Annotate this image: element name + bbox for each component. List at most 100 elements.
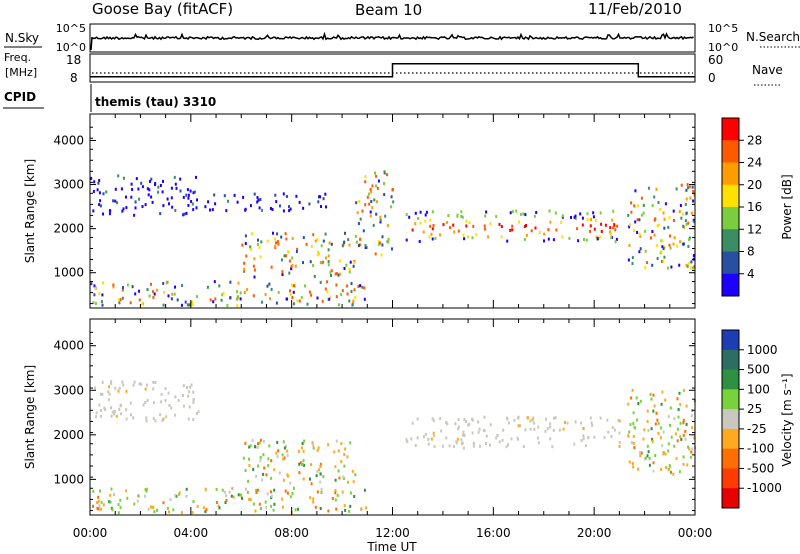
velocity-data-point (617, 419, 620, 422)
power-data-point (525, 224, 527, 227)
nave-tick-top: 60 (708, 53, 723, 67)
time-tick-labels: 00:00 04:00 08:00 12:00 16:00 20:00 00:00 (73, 526, 713, 540)
velocity-data-point (352, 480, 355, 484)
velocity-data-point (657, 431, 660, 435)
velocity-data-point (461, 433, 464, 437)
velocity-data-point (632, 435, 635, 438)
velocity-data-point (618, 440, 621, 444)
velocity-data-point (118, 386, 121, 390)
power-data-point (561, 235, 564, 239)
velocity-data-point (347, 480, 349, 484)
velocity-data-point (684, 437, 687, 441)
velocity-data-point (204, 488, 207, 492)
velocity-data-point (191, 511, 194, 514)
power-data-point (390, 195, 393, 199)
velocity-data-point (660, 402, 663, 406)
power-data-point (639, 247, 642, 251)
velocity-data-point (549, 437, 552, 441)
power-data-point (339, 259, 342, 263)
velocity-data-point (125, 389, 128, 393)
velocity-data-point (637, 402, 640, 405)
power-data-point (372, 223, 375, 227)
velocity-data-point (320, 487, 323, 491)
velocity-data-point (533, 427, 536, 431)
power-data-point (642, 211, 645, 215)
velocity-data-point (192, 400, 195, 404)
velocity-data-point (667, 415, 670, 419)
velocity-data-point (648, 463, 651, 467)
velocity-data-point (685, 422, 688, 426)
velocity-data-point (672, 472, 675, 476)
velocity-data-point (485, 434, 488, 438)
power-data-point (511, 210, 514, 214)
power-data-point (159, 184, 162, 187)
power-data-point (600, 230, 603, 233)
velocity-data-point (239, 493, 242, 497)
power-data-point (568, 236, 571, 240)
velocity-data-point (365, 506, 368, 510)
velocity-data-point (119, 506, 122, 509)
velocity-data-point (627, 402, 630, 406)
power-data-point (182, 195, 185, 199)
velocity-data-point (192, 500, 195, 503)
velocity-data-point (185, 494, 188, 498)
power-data-point (383, 182, 385, 185)
power-data-point (373, 198, 376, 202)
power-data-point (685, 263, 688, 267)
power-data-point (187, 203, 190, 207)
velocity-data-point (99, 414, 102, 418)
power-data-point (386, 173, 388, 177)
power-data-point (275, 301, 278, 305)
velocity-data-point (674, 432, 677, 436)
power-data-point (483, 224, 486, 228)
velocity-data-point (522, 445, 525, 448)
power-data-point (93, 284, 96, 288)
power-data-point (114, 199, 117, 203)
power-data-point (518, 220, 520, 224)
velocity-data-point (531, 418, 534, 422)
power-data-point (657, 201, 660, 204)
velocity-data-point (558, 428, 561, 432)
velocity-data-point (337, 469, 340, 473)
velocity-data-point (144, 401, 147, 404)
power-data-point (538, 231, 541, 234)
power-data-point (312, 233, 315, 237)
power-data-point (353, 261, 356, 265)
power-data-point (692, 190, 695, 193)
power-data-point (414, 222, 417, 226)
power-data-point (289, 207, 292, 211)
velocity-panel: 4000 3000 2000 1000 Slant Range [km] (23, 318, 697, 516)
power-data-point (245, 254, 248, 258)
power-data-point (306, 302, 309, 306)
velocity-data-point (554, 416, 557, 420)
velocity-data-point (651, 437, 654, 441)
power-data-point (383, 170, 386, 174)
power-data-point (592, 215, 595, 219)
velocity-data-point (631, 462, 634, 465)
velocity-data-point (665, 466, 668, 469)
freq-series-line (90, 63, 695, 78)
power-data-point (204, 205, 207, 209)
power-data-point (180, 303, 183, 307)
velocity-data-point (190, 383, 193, 387)
velocity-data-point (259, 507, 262, 510)
velocity-data-point (312, 443, 315, 447)
power-data-point (543, 239, 545, 243)
power-data-point (349, 260, 352, 264)
power-data-point (655, 244, 658, 248)
power-data-point (118, 301, 121, 305)
power-data-point (174, 285, 176, 289)
power-data-point (270, 265, 273, 269)
velocity-data-point (98, 504, 101, 508)
velocity-data-point (691, 426, 694, 430)
power-data-point (364, 175, 367, 179)
velocity-data-point (682, 455, 685, 459)
velocity-data-point (351, 469, 354, 473)
power-data-point (233, 193, 236, 197)
power-data-point (150, 282, 152, 286)
power-data-point (196, 295, 198, 299)
velocity-ytick-label: 2000 (53, 428, 84, 442)
power-data-point (272, 231, 274, 235)
power-data-point (678, 263, 681, 267)
power-data-point (405, 213, 408, 217)
